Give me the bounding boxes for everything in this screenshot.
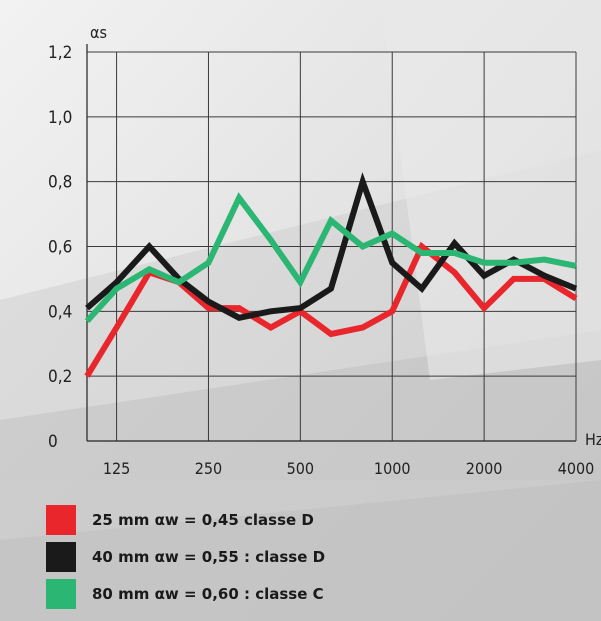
series-line-1 <box>85 172 578 321</box>
chart-series <box>84 172 578 378</box>
chart-labels: 0 0,2 0,4 0,6 0,8 1,0 1,2 125 250 500 1000 2000 4000… <box>48 23 601 478</box>
y-tick-label: 1,2 <box>48 43 72 63</box>
y-tick-label: 0 <box>48 432 58 452</box>
x-axis-label: Hz <box>585 430 601 449</box>
chart-axes <box>86 44 576 442</box>
x-tick-label: 4000 <box>558 459 595 478</box>
y-tick-label: 0,4 <box>48 302 72 322</box>
legend-label-80mm: 80 mm αw = 0,60 : classe C <box>92 585 324 603</box>
legend-label-40mm: 40 mm αw = 0,55 : classe D <box>92 548 326 566</box>
chart-grid <box>87 51 577 441</box>
x-tick-label: 125 <box>103 459 130 478</box>
legend-swatch-25mm <box>46 505 76 535</box>
legend-swatch-80mm <box>46 579 76 609</box>
y-tick-label: 0,8 <box>48 173 72 193</box>
legend-label-25mm: 25 mm αw = 0,45 classe D <box>92 511 314 529</box>
x-tick-label: 250 <box>195 459 222 478</box>
absorption-chart: 0 0,2 0,4 0,6 0,8 1,0 1,2 125 250 500 1000 2000 4000… <box>48 23 601 478</box>
legend-item-25mm: 25 mm αw = 0,45 classe D <box>46 505 325 535</box>
legend-item-80mm: 80 mm αw = 0,60 : classe C <box>46 579 325 609</box>
y-tick-label: 1,0 <box>48 108 72 128</box>
y-tick-label: 0,2 <box>48 367 72 387</box>
x-tick-label: 2000 <box>466 459 503 478</box>
y-tick-label: 0,6 <box>48 238 72 258</box>
chart-legend: 25 mm αw = 0,45 classe D 40 mm αw = 0,55… <box>46 505 325 616</box>
y-axis-label: αs <box>90 23 107 42</box>
series-line-2 <box>84 192 577 324</box>
legend-swatch-40mm <box>46 542 76 572</box>
x-tick-label: 500 <box>287 459 314 478</box>
legend-item-40mm: 40 mm αw = 0,55 : classe D <box>46 542 325 572</box>
x-tick-label: 1000 <box>374 459 411 478</box>
